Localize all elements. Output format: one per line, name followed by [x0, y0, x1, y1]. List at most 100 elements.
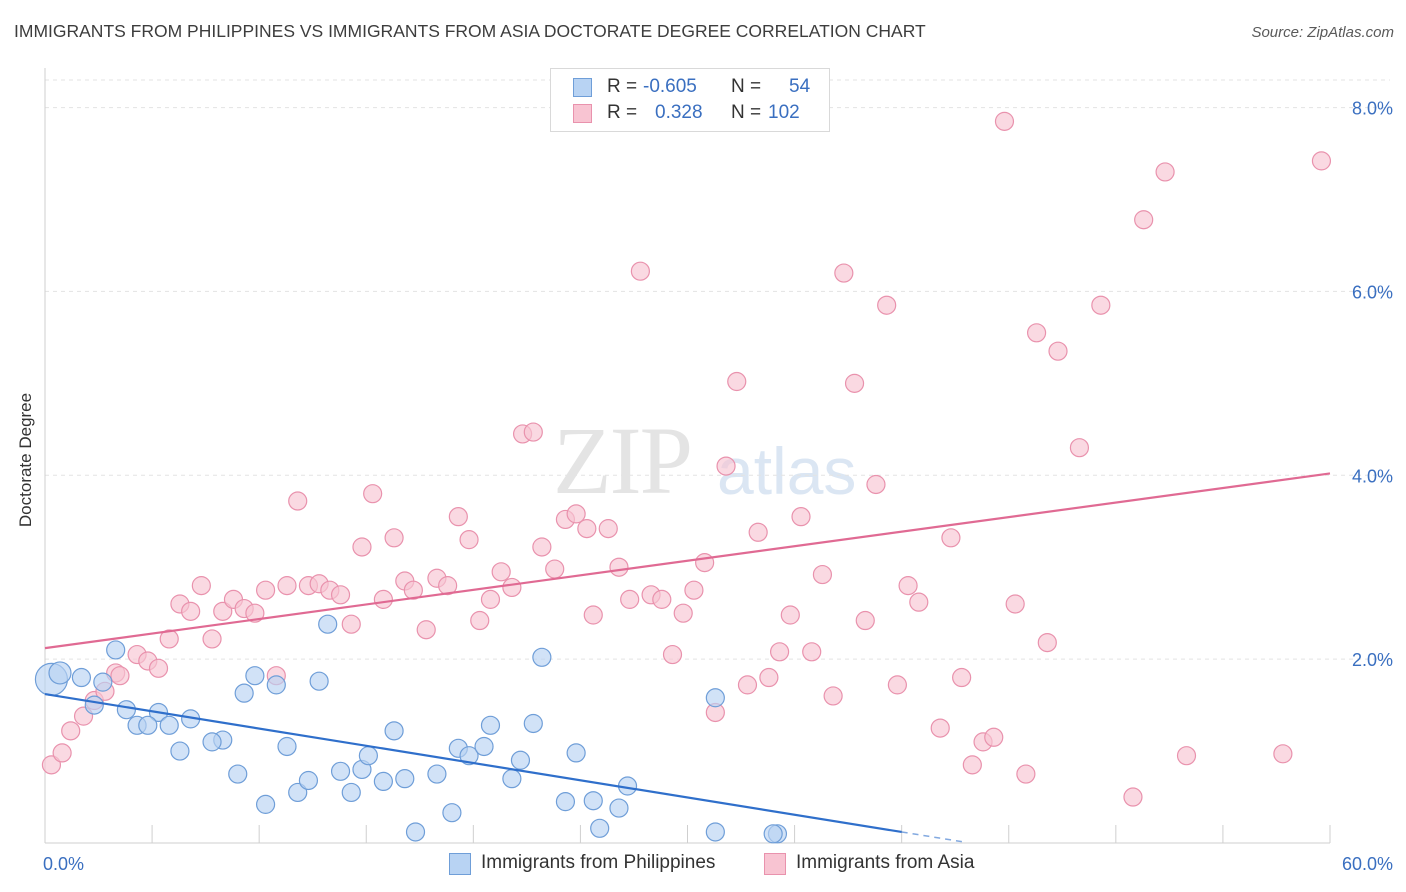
- point-philippines: [590, 818, 610, 838]
- point-philippines: [341, 782, 361, 803]
- legend-r-label: R =: [607, 102, 638, 123]
- legend-swatch-asia: [573, 104, 592, 123]
- point-asia: [384, 528, 404, 548]
- point-asia: [759, 667, 779, 688]
- y-tick-label: 8.0%: [1352, 99, 1393, 119]
- point-asia: [662, 644, 683, 665]
- x-tick-label: 0.0%: [43, 854, 84, 874]
- point-asia: [363, 484, 383, 504]
- point-asia: [984, 727, 1004, 747]
- legend-r-value: 0.328: [655, 102, 703, 123]
- point-philippines: [480, 715, 501, 735]
- point-asia: [577, 519, 597, 539]
- point-asia: [941, 528, 961, 548]
- point-asia: [1134, 210, 1154, 230]
- point-asia: [330, 585, 351, 605]
- point-philippines: [459, 746, 479, 766]
- point-philippines: [705, 822, 725, 842]
- point-asia: [191, 576, 211, 596]
- point-philippines: [234, 683, 254, 703]
- bottom-legend-label: Immigrants from Philippines: [481, 852, 716, 873]
- y-tick-label: 6.0%: [1352, 282, 1393, 302]
- point-asia: [532, 537, 552, 557]
- point-asia: [673, 603, 693, 623]
- point-philippines: [373, 771, 393, 792]
- legend-r-label: R =: [607, 76, 638, 97]
- point-asia: [1048, 341, 1068, 361]
- point-philippines: [138, 715, 158, 735]
- point-asia: [1176, 746, 1197, 766]
- point-asia: [1016, 764, 1036, 784]
- point-philippines: [318, 614, 338, 634]
- point-asia: [438, 576, 458, 596]
- point-asia: [598, 519, 618, 539]
- point-philippines: [427, 764, 447, 784]
- point-philippines: [159, 715, 179, 735]
- point-asia: [909, 592, 929, 612]
- point-asia: [684, 580, 704, 600]
- point-asia: [470, 610, 490, 631]
- trendline-asia: [44, 472, 1331, 650]
- point-asia: [769, 642, 790, 662]
- point-philippines: [384, 721, 404, 741]
- y-tick-label: 2.0%: [1352, 650, 1393, 670]
- point-asia: [403, 580, 423, 600]
- point-asia: [630, 261, 650, 281]
- point-philippines: [510, 750, 531, 770]
- point-asia: [545, 559, 565, 579]
- point-asia: [159, 629, 179, 649]
- point-asia: [737, 675, 758, 695]
- trendline-philippines-extension: [901, 831, 967, 844]
- x-tick-label: 60.0%: [1342, 854, 1393, 874]
- legend-n-value: 54: [789, 76, 811, 97]
- point-asia: [52, 743, 72, 763]
- trendline-philippines: [44, 692, 902, 834]
- y-axis-label: Doctorate Degree: [16, 392, 35, 528]
- point-philippines: [358, 746, 378, 766]
- bottom-swatch-asia: [764, 853, 786, 875]
- point-asia: [288, 491, 308, 511]
- point-asia: [583, 605, 603, 625]
- point-philippines: [442, 803, 462, 823]
- point-asia: [791, 507, 811, 527]
- point-asia: [887, 675, 907, 695]
- point-asia: [277, 576, 297, 596]
- point-philippines: [583, 791, 603, 811]
- point-philippines: [523, 713, 543, 734]
- bottom-swatch-philippines: [449, 853, 471, 875]
- point-philippines: [555, 792, 576, 812]
- point-asia: [716, 456, 736, 476]
- point-asia: [812, 564, 833, 585]
- point-asia: [652, 589, 672, 609]
- point-philippines: [106, 640, 126, 660]
- point-philippines: [266, 675, 286, 695]
- point-philippines: [84, 695, 104, 715]
- point-philippines: [71, 667, 92, 688]
- point-philippines: [93, 672, 113, 692]
- point-asia: [566, 504, 586, 524]
- point-asia: [1026, 323, 1047, 343]
- source-credit: Source: ZipAtlas.com: [1251, 24, 1394, 41]
- point-philippines: [170, 741, 190, 761]
- point-asia: [352, 537, 372, 557]
- point-asia: [727, 371, 747, 392]
- legend-n-value: 102: [768, 102, 800, 123]
- bottom-legend-label: Immigrants from Asia: [796, 852, 975, 873]
- point-asia: [1273, 744, 1293, 764]
- point-asia: [1123, 787, 1143, 807]
- point-philippines: [288, 782, 308, 803]
- legend-n-label: N =: [731, 76, 762, 97]
- y-tick-label: 4.0%: [1352, 466, 1393, 486]
- point-asia: [898, 576, 918, 596]
- point-philippines: [395, 769, 415, 789]
- point-asia: [844, 373, 865, 393]
- point-philippines: [48, 661, 72, 685]
- point-philippines: [330, 761, 351, 781]
- point-philippines: [298, 770, 319, 791]
- point-philippines: [705, 688, 725, 708]
- point-asia: [148, 658, 169, 678]
- point-asia: [416, 620, 436, 640]
- point-philippines: [228, 764, 248, 784]
- point-asia: [213, 601, 233, 621]
